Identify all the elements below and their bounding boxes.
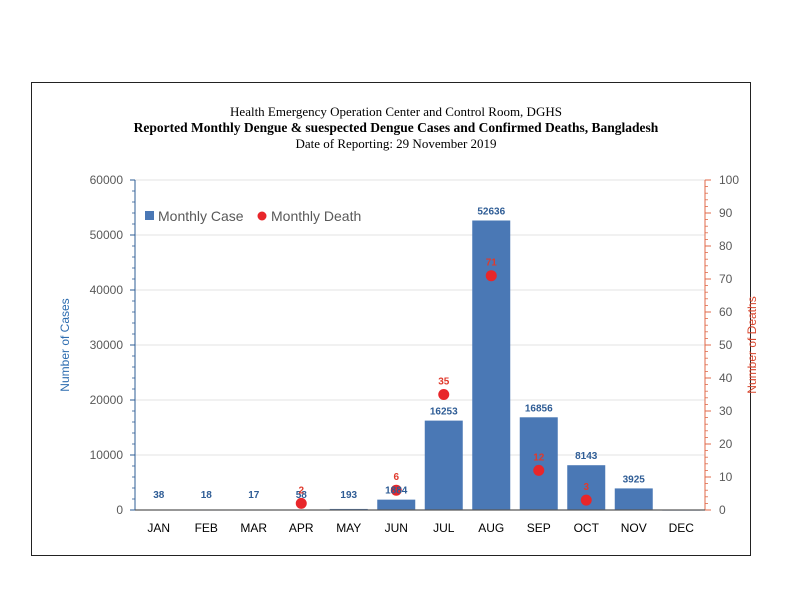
legend: Monthly Case Monthly Death <box>145 208 361 224</box>
case-label-mar: 17 <box>248 490 260 501</box>
chart-frame <box>31 82 751 556</box>
x-tick-label: AUG <box>478 521 504 535</box>
death-label-jun: 6 <box>393 472 399 483</box>
case-label-may: 193 <box>340 490 357 501</box>
y2-tick-label: 40 <box>719 371 733 385</box>
y2-tick-label: 60 <box>719 305 733 319</box>
death-label-apr: 2 <box>298 485 304 496</box>
case-label-jun: 1884 <box>385 486 408 497</box>
death-point-apr <box>295 497 307 509</box>
y-tick-label: 10000 <box>90 448 124 462</box>
x-tick-label: JUL <box>433 521 455 535</box>
death-label-sep: 12 <box>533 452 545 463</box>
chart-title: Reported Monthly Dengue & suespected Den… <box>133 120 659 135</box>
y2-tick-label: 90 <box>719 206 733 220</box>
bar-aug <box>472 220 511 510</box>
bar-jun <box>377 499 416 510</box>
chart-titles: Health Emergency Operation Center and Co… <box>0 104 792 152</box>
bar-nov <box>614 488 653 510</box>
legend-case-swatch <box>145 211 154 220</box>
legend-case-label: Monthly Case <box>158 208 244 224</box>
case-label-jul: 16253 <box>430 407 458 418</box>
death-series <box>295 270 592 509</box>
case-label-oct: 8143 <box>575 451 598 462</box>
case-label-jan: 38 <box>153 490 165 501</box>
y2-tick-label: 80 <box>719 239 733 253</box>
x-tick-label: NOV <box>621 521 647 535</box>
x-tick-label: SEP <box>527 521 551 535</box>
y-tick-label: 40000 <box>90 283 124 297</box>
death-label-jul: 35 <box>438 377 450 388</box>
y2-tick-label: 10 <box>719 470 733 484</box>
death-label-aug: 71 <box>486 258 498 269</box>
x-tick-label: OCT <box>574 521 600 535</box>
y-tick-label: 0 <box>116 503 123 517</box>
death-point-sep <box>533 464 545 476</box>
y2-tick-label: 70 <box>719 272 733 286</box>
y-tick-label: 20000 <box>90 393 124 407</box>
case-label-apr: 58 <box>296 490 308 501</box>
y2-tick-label: 0 <box>719 503 726 517</box>
y2-tick-label: 30 <box>719 404 733 418</box>
y-axis-title: Number of Cases <box>58 298 72 391</box>
x-tick-label: APR <box>289 521 314 535</box>
case-label-aug: 52636 <box>477 207 505 218</box>
x-tick-label: JUN <box>385 521 408 535</box>
case-label-sep: 16856 <box>525 403 553 414</box>
bar-sep <box>519 417 558 510</box>
y2-axis-title: Number of Deaths <box>745 296 759 393</box>
legend-death-label: Monthly Death <box>271 208 361 224</box>
x-tick-label: MAR <box>240 521 267 535</box>
x-tick-label: FEB <box>195 521 218 535</box>
death-point-oct <box>580 494 592 506</box>
y-tick-label: 30000 <box>90 338 124 352</box>
y-tick-label: 60000 <box>90 173 124 187</box>
legend-death-marker <box>257 211 267 221</box>
bar-jul <box>424 420 463 510</box>
death-point-jul <box>438 389 450 400</box>
y-tick-label: 50000 <box>90 228 124 242</box>
death-point-jun <box>390 484 402 496</box>
x-tick-label: DEC <box>669 521 695 535</box>
x-tick-label: JAN <box>147 521 170 535</box>
gridlines <box>135 179 705 456</box>
death-point-aug <box>485 270 497 282</box>
y2-tick-label: 100 <box>719 173 739 187</box>
data-labels: 38 18 17 58 193 1884 16253 52636 16856 8143 3925 2 6… <box>153 207 645 501</box>
death-label-oct: 3 <box>583 482 589 493</box>
x-tick-label: MAY <box>336 521 361 535</box>
axes: 0 10000 20000 30000 40000 50000 60000 0 10 20 30 40… <box>90 173 740 535</box>
bar-series <box>139 220 701 511</box>
case-label-feb: 18 <box>201 490 213 501</box>
chart-subtitle: Date of Reporting: 29 November 2019 <box>295 136 497 151</box>
y2-tick-label: 50 <box>719 338 733 352</box>
y2-tick-label: 20 <box>719 437 733 451</box>
chart-supertitle: Health Emergency Operation Center and Co… <box>230 104 562 119</box>
case-label-nov: 3925 <box>623 474 646 485</box>
